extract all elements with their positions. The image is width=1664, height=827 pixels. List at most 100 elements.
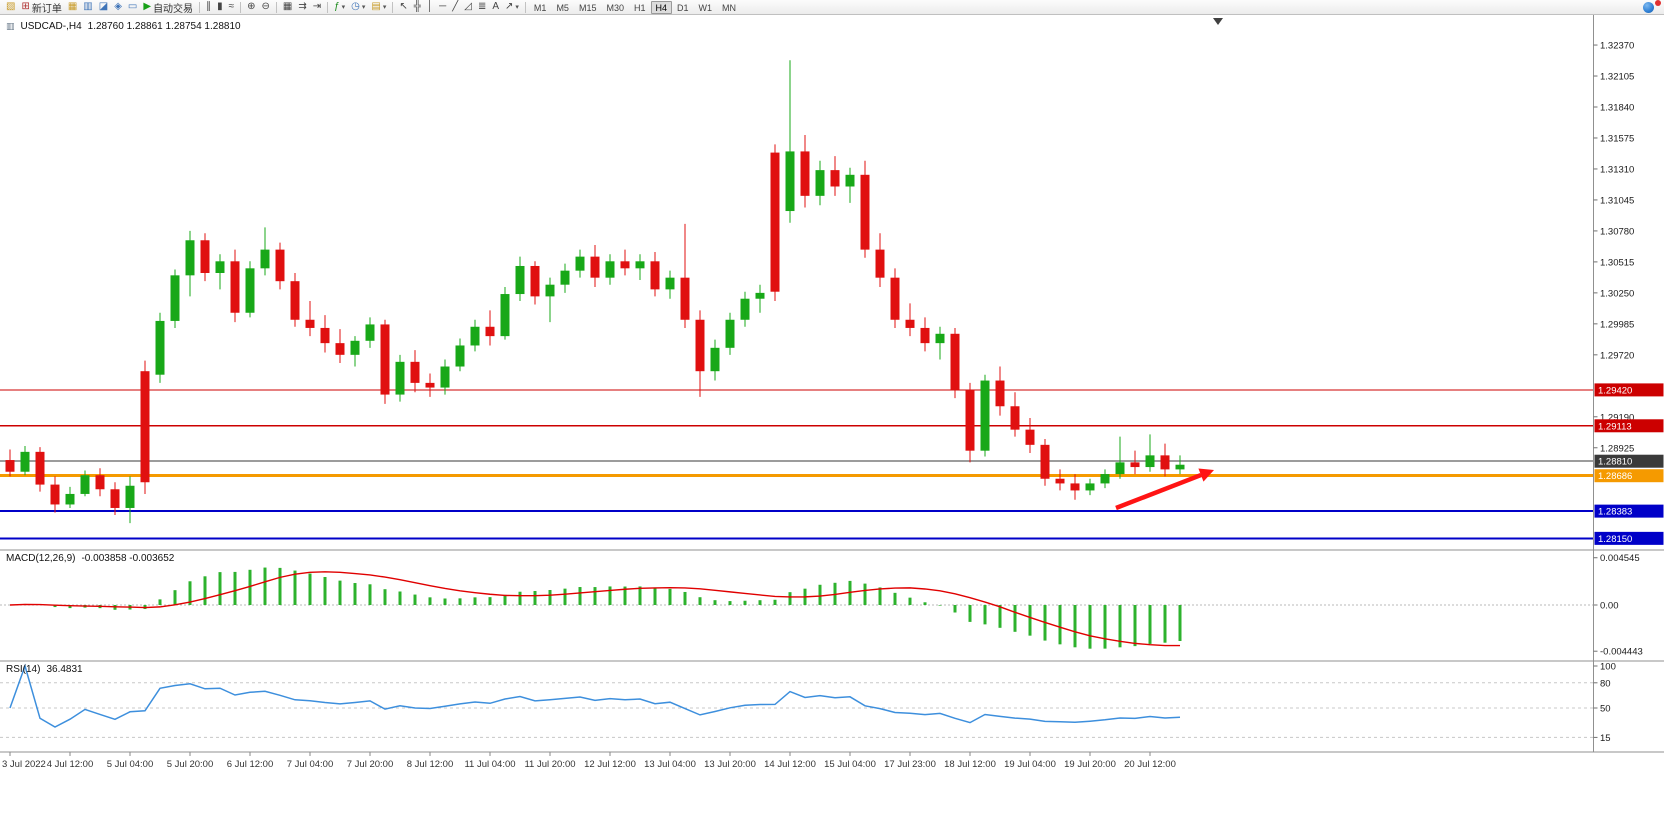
svg-text:100: 100: [1600, 662, 1616, 673]
arrows-button[interactable]: ↗ ▾: [502, 0, 522, 14]
price-tag-1.28686: 1.28686: [1594, 469, 1664, 483]
time-axis-label: 6 Jul 12:00: [227, 759, 273, 770]
zoom-in-icon: ⊕: [247, 1, 256, 12]
bars-icon: ∥: [206, 1, 212, 12]
bars-button[interactable]: ∥: [203, 0, 214, 14]
autotrading-button-label: 自动交易: [153, 3, 194, 15]
community-icon[interactable]: [1643, 2, 1654, 13]
tile-windows-button[interactable]: ▦: [280, 0, 295, 14]
svg-text:15: 15: [1600, 733, 1611, 744]
price-level-lines[interactable]: [0, 389, 1594, 540]
svg-text:1.29420: 1.29420: [1598, 385, 1632, 396]
zoom-out-button[interactable]: ⊖: [258, 0, 272, 14]
svg-text:1.31840: 1.31840: [1600, 103, 1634, 114]
new-order-icon: ⊞: [21, 1, 30, 12]
chart-symbol-period: USDCAD-,H4: [20, 21, 82, 32]
dropdown-caret-icon: ▾: [515, 4, 519, 11]
time-axis-label: 18 Jul 12:00: [944, 759, 996, 770]
new-chart-button[interactable]: ▧: [3, 0, 18, 14]
dropdown-caret-icon: ▾: [361, 4, 366, 11]
terminal-icon: ▭: [127, 1, 138, 12]
zoom-out-icon: ⊖: [261, 1, 270, 12]
crosshair-icon: ╬: [413, 1, 421, 12]
svg-text:1.28925: 1.28925: [1600, 443, 1634, 454]
svg-text:1.29113: 1.29113: [1598, 421, 1632, 432]
chart-shift-marker[interactable]: [1213, 18, 1223, 25]
chart-shift-button[interactable]: ⇥: [310, 0, 324, 14]
zoom-in-button[interactable]: ⊕: [244, 0, 258, 14]
cursor-button[interactable]: ↖: [396, 0, 410, 14]
tile-windows-icon: ▦: [282, 1, 293, 12]
market-watch-button[interactable]: ▥: [80, 0, 95, 14]
svg-text:1.29985: 1.29985: [1600, 319, 1634, 330]
candlesticks-button[interactable]: ▮: [214, 0, 226, 14]
vertical-line-icon: │: [426, 1, 434, 12]
time-axis-label: 11 Jul 20:00: [524, 759, 575, 770]
horizontal-line-button[interactable]: ─: [436, 0, 449, 14]
cursor-icon: ↖: [399, 1, 408, 12]
trendline-button[interactable]: ╱: [449, 0, 461, 14]
fibonacci-button[interactable]: ≣: [475, 0, 489, 14]
timeframe-mn-button[interactable]: MN: [722, 2, 737, 13]
svg-text:1.31045: 1.31045: [1600, 195, 1634, 206]
timeframe-m15-button[interactable]: M15: [578, 2, 597, 13]
macd-name: MACD(12,26,9): [6, 553, 76, 564]
timeframe-h1-button[interactable]: H1: [633, 2, 646, 13]
auto-scroll-button[interactable]: ⇉: [295, 0, 309, 14]
svg-text:80: 80: [1600, 678, 1611, 689]
crosshair-button[interactable]: ╬: [411, 0, 424, 14]
terminal-button[interactable]: ▭: [125, 0, 140, 14]
svg-text:1.29190: 1.29190: [1600, 412, 1634, 423]
time-axis-label: 20 Jul 12:00: [1124, 759, 1176, 770]
svg-text:1.29720: 1.29720: [1600, 350, 1634, 361]
trend-arrow-annotation[interactable]: [1115, 468, 1214, 511]
rsi-value: 36.4831: [46, 664, 83, 675]
timeframe-w1-button[interactable]: W1: [698, 2, 713, 13]
svg-text:0.00: 0.00: [1600, 601, 1619, 612]
timeframe-m30-button[interactable]: M30: [606, 2, 624, 13]
line-chart-button[interactable]: ≈: [226, 0, 238, 14]
horizontal-line-icon: ─: [439, 1, 447, 12]
data-window-button[interactable]: ◪: [96, 0, 111, 14]
time-axis[interactable]: 3 Jul 2022 4 Jul 12:00 5 Jul 04:00 5 Jul 20…: [0, 751, 1664, 770]
chart-window-icon: ▥: [6, 21, 15, 31]
text-button[interactable]: A: [489, 0, 502, 14]
new-order-button[interactable]: ⊞ 新订单: [18, 0, 64, 15]
svg-text:1.28150: 1.28150: [1598, 534, 1632, 545]
autotrading-button[interactable]: ▶ 自动交易: [140, 0, 196, 15]
toolbar-separator: [327, 1, 329, 13]
price-tag-1.28383: 1.28383: [1594, 504, 1664, 518]
channel-button[interactable]: ◿: [461, 0, 475, 14]
timeframe-h4-button[interactable]: H4: [650, 0, 673, 14]
macd-values: -0.003858 -0.003652: [81, 553, 175, 564]
time-axis-label: 19 Jul 20:00: [1064, 759, 1116, 770]
price-axis[interactable]: 1.32370 1.32105 1.31840 1.31575 1.31310 1.310…: [1593, 15, 1635, 752]
timeframe-m1-button[interactable]: M1: [533, 2, 547, 13]
rsi-name: RSI(14): [6, 664, 41, 675]
price-chart[interactable]: 1.32370 1.32105 1.31840 1.31575 1.31310 1.310…: [0, 15, 1664, 827]
svg-text:1.30515: 1.30515: [1600, 257, 1634, 268]
navigator-button[interactable]: ◈: [111, 0, 125, 14]
periods-icon: ◷: [351, 1, 360, 12]
time-axis-label: 4 Jul 12:00: [47, 759, 93, 770]
market-watch-icon: ▥: [83, 1, 93, 12]
indicators-button[interactable]: ƒ ▾: [331, 0, 348, 14]
templates-button[interactable]: ▤ ▾: [368, 0, 389, 14]
chart-shift-icon: ⇥: [312, 1, 322, 12]
toolbar-separator: [240, 1, 242, 13]
dropdown-caret-icon: ▾: [382, 4, 387, 11]
svg-text:1.28810: 1.28810: [1598, 457, 1632, 468]
svg-text:1.30780: 1.30780: [1600, 226, 1634, 237]
charts-profile-button[interactable]: ▦: [65, 0, 80, 14]
time-axis-label: 11 Jul 04:00: [464, 759, 515, 770]
periods-button[interactable]: ◷ ▾: [348, 0, 368, 14]
chart-background[interactable]: [0, 15, 1664, 827]
main-toolbar: ▧ ⊞ 新订单 ▦ ▥ ◪ ◈ ▭ ▶ 自动交易 ∥ ▮ ≈ ⊕ ⊖ ▦ ⇉ ⇥ ƒ ▾ ◷ ▾ ▤ ▾ ↖ ╬ │ ─ ╱ ◿ ≣ A ↗ ▾ M…: [0, 0, 1664, 15]
notification-badge: [1655, 0, 1661, 6]
timeframe-d1-button[interactable]: D1: [677, 2, 689, 13]
vertical-line-button[interactable]: │: [424, 0, 436, 14]
svg-text:1.28383: 1.28383: [1598, 507, 1632, 518]
timeframe-m5-button[interactable]: M5: [556, 2, 569, 13]
svg-text:1.28686: 1.28686: [1598, 471, 1632, 482]
